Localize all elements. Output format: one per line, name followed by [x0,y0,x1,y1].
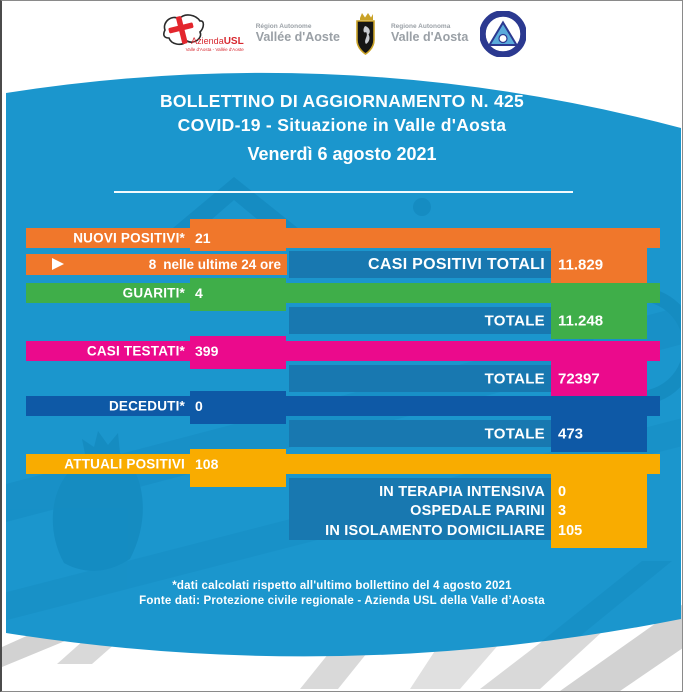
deceduti-bar: DECEDUTI* 0 [26,396,660,416]
deceduti-totale-tab: 473 [551,415,647,452]
title-line2: COVID-19 - Situazione in Valle d'Aosta [177,115,507,135]
casi-positivi-totali-tab: 11.829 [551,246,647,283]
deceduti-value: 0 [195,398,203,414]
footer-note-line1: *dati calcolati rispetto all'ultimo boll… [172,580,512,592]
guariti-totale-value: 11.248 [558,312,604,329]
ausl-map-cross-icon [162,14,204,46]
casi-testati-totale-value: 72397 [558,370,600,387]
protezione-civile-icon [480,11,527,57]
ausl-logo-text: AziendaUSL Valle d'Aosta - Vallée d'Aost… [185,35,244,53]
isolamento-domiciliare-label: IN ISOLAMENTO DOMICILIARE [325,522,545,539]
terapia-intensiva-label: IN TERAPIA INTENSIVA [379,484,545,500]
casi-testati-label: CASI TESTATI* [86,343,185,359]
casi-testati-bar: CASI TESTATI* 399 [26,341,660,361]
guariti-bar: GUARITI* 4 [26,283,660,303]
region-fr-logo: Région Autonome Vallée d'Aoste [255,23,340,44]
deceduti-label: DECEDUTI* [108,398,185,414]
ultime-24-ore-value: 8 [148,257,157,272]
attuali-dettaglio-tab: 0 3 105 [551,473,647,548]
guariti-totale-tab: 11.248 [551,302,647,339]
guariti-label: GUARITI* [122,285,185,301]
nuovi-positivi-value: 21 [195,230,211,246]
ausl-name-suffix: USL [223,35,244,47]
nuovi-positivi-bar: NUOVI POSITIVI* 21 [26,228,660,248]
footer-notes: *dati calcolati rispetto all'ultimo boll… [2,579,682,608]
guariti-totale-label: TOTALE [484,312,545,329]
bulletin-title: BOLLETTINO DI AGGIORNAMENTO N. 425 COVID… [42,89,642,166]
casi-positivi-totali-value: 11.829 [558,256,604,273]
ultime-24-ore-label: nelle ultime 24 ore [163,257,281,272]
guariti-value: 4 [195,285,203,301]
title-line3: Venerdì 6 agosto 2021 [247,144,437,164]
attuali-dettaglio-values: 0 3 105 [558,483,582,541]
region-it-line2: Valle d'Aosta [390,29,469,44]
ausl-logo: AziendaUSL Valle d'Aosta - Vallée d'Aost… [158,8,244,60]
title-divider [114,191,573,193]
isolamento-domiciliare-value: 105 [558,522,583,539]
attuali-positivi-bar: ATTUALI POSITIVI 108 [26,454,660,474]
casi-testati-value: 399 [195,343,219,359]
casi-positivi-totali-label: CASI POSITIVI TOTALI [368,255,545,273]
region-it-logo: Regione Autonoma Valle d'Aosta [390,23,469,44]
ospedale-parini-value: 3 [558,503,567,520]
region-fr-line2: Vallée d'Aoste [255,29,340,44]
ausl-subtitle: Valle d'Aosta - Vallée d'Aoste [185,46,244,52]
nuovi-positivi-label: NUOVI POSITIVI* [73,230,185,246]
ausl-name-prefix: Azienda [191,35,224,46]
ultime-24-ore-bar: 8 nelle ultime 24 ore [26,254,287,275]
casi-testati-totale-label: TOTALE [484,370,545,387]
ospedale-parini-label: OSPEDALE PARINI [410,503,545,520]
region-it-line1: Regione Autonoma [390,23,451,31]
title-line1: BOLLETTINO DI AGGIORNAMENTO N. 425 [159,91,525,111]
deceduti-totale-value: 473 [558,425,584,442]
attuali-positivi-label: ATTUALI POSITIVI [64,456,185,472]
footer-note-line2: Fonte dati: Protezione civile regionale … [139,594,545,607]
play-icon [52,258,64,270]
ultime-24-ore-text: 8 nelle ultime 24 ore [149,257,281,272]
region-fr-line1: Région Autonome [255,23,312,31]
header-logos: AziendaUSL Valle d'Aosta - Vallée d'Aost… [2,7,682,61]
deceduti-totale-label: TOTALE [484,425,545,442]
attuali-positivi-value: 108 [195,456,219,472]
casi-testati-totale-tab: 72397 [551,360,647,397]
valle-daosta-shield-icon [356,13,375,55]
terapia-intensiva-value: 0 [558,484,567,500]
